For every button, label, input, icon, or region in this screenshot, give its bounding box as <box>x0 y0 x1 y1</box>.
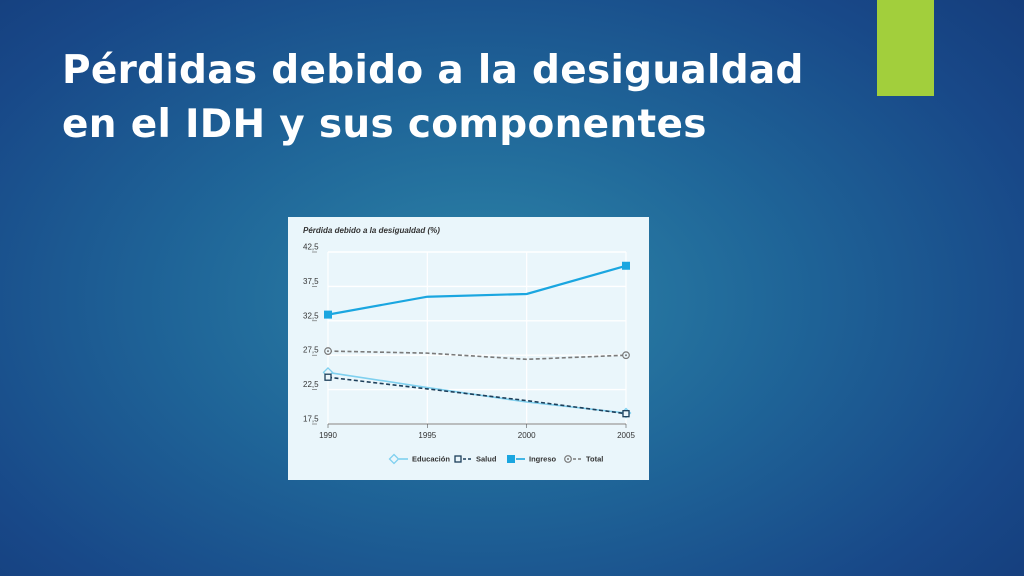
legend-salud-point <box>454 455 462 463</box>
y-tick-label: 27,5 <box>303 346 319 355</box>
series-salud-point <box>324 373 332 381</box>
y-tick-label: 37,5 <box>303 277 319 286</box>
slide-title-line-2: en el IDH y sus componentes <box>62 102 707 147</box>
chart-title: Pérdida debido a la desigualdad (%) <box>303 226 440 235</box>
x-tick-label: 1995 <box>418 431 436 440</box>
chart-series <box>322 261 632 419</box>
legend-educacion-point <box>388 453 400 465</box>
legend-ingreso-point <box>507 455 515 463</box>
x-tick-label: 2000 <box>518 431 536 440</box>
series-ingreso <box>324 261 630 319</box>
chart-legend: Educación Salud Ingreso Total <box>388 453 603 465</box>
x-tick-label: 2005 <box>617 431 635 440</box>
legend-total-point-dot <box>567 458 569 460</box>
series-educacion-line <box>327 371 627 414</box>
legend-ingreso-label: Ingreso <box>529 455 557 464</box>
y-tick-label: 17,5 <box>303 415 319 424</box>
series-educacion <box>322 366 632 419</box>
line-chart: Pérdida debido a la desigualdad (%) 17,5… <box>303 226 635 465</box>
y-tick-label: 22,5 <box>303 380 319 389</box>
chart-panel: Pérdida debido a la desigualdad (%) 17,5… <box>288 217 649 480</box>
legend-salud-label: Salud <box>476 455 497 464</box>
legend-educacion: Educación <box>388 453 450 465</box>
series-ingreso-line <box>327 264 627 316</box>
series-salud <box>324 373 630 418</box>
accent-bar <box>877 0 934 96</box>
series-salud-line <box>327 376 627 415</box>
legend-educacion-label: Educación <box>412 455 450 464</box>
legend-salud: Salud <box>454 455 497 464</box>
series-salud-point <box>622 410 630 418</box>
chart-gridlines <box>327 251 627 425</box>
series-total <box>324 347 630 361</box>
series-total-point-dot <box>625 354 627 357</box>
y-tick-label: 32,5 <box>303 311 319 320</box>
legend-total-label: Total <box>586 455 603 464</box>
legend-ingreso: Ingreso <box>507 455 557 464</box>
x-tick-label: 1990 <box>319 431 337 440</box>
series-ingreso-point <box>324 310 332 319</box>
y-tick-label: 42,5 <box>303 243 319 252</box>
series-ingreso-point <box>622 261 630 270</box>
slide-title: Pérdidas debido a la desigualdad en el I… <box>62 44 842 152</box>
series-total-line <box>327 350 627 361</box>
slide-title-line-1: Pérdidas debido a la desigualdad <box>62 48 804 93</box>
chart-axes: 17,5 22,5 27,5 32,5 37,5 42,5 1990 1995 2000 2005 <box>303 243 635 441</box>
series-total-point-dot <box>327 350 329 353</box>
legend-total: Total <box>564 455 603 464</box>
